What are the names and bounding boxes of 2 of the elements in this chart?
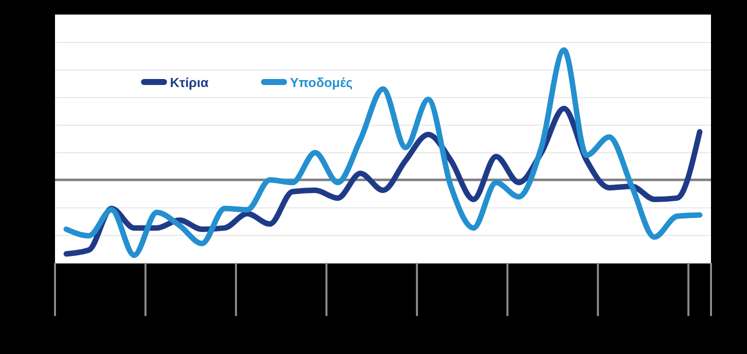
- legend-label: Κτίρια: [170, 75, 208, 90]
- legend-label: Υποδομές: [290, 75, 353, 90]
